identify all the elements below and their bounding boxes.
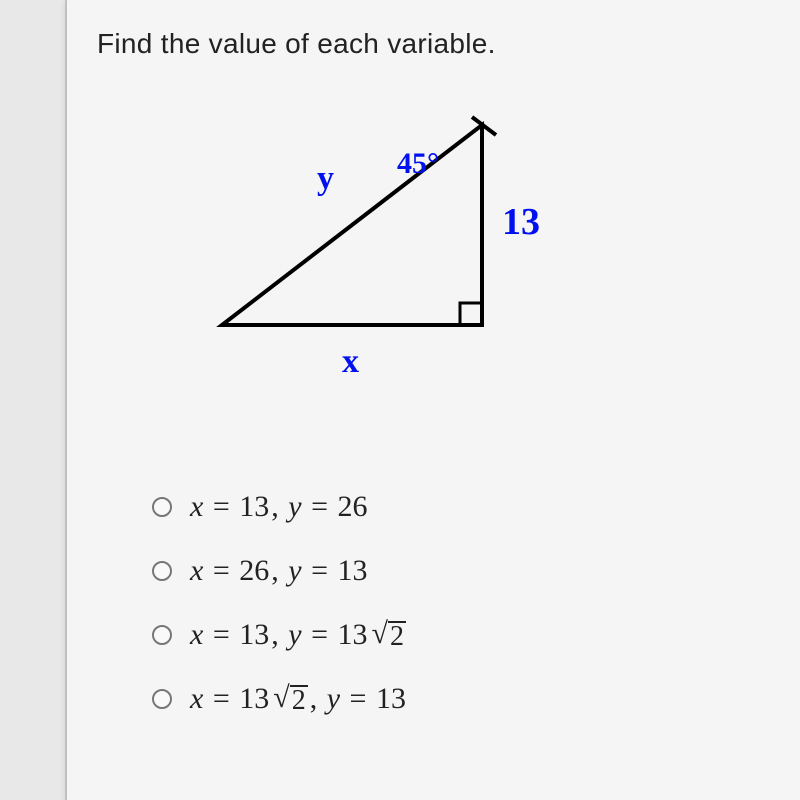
answer-options: x = 13, y = 26 x = 26, y = 13 x = 13, y … (152, 490, 406, 716)
option-3-text: x = 13, y = 13√2 (190, 618, 406, 652)
right-angle-marker (460, 303, 482, 325)
radio-3[interactable] (152, 625, 172, 645)
radio-2[interactable] (152, 561, 172, 581)
option-2[interactable]: x = 26, y = 13 (152, 554, 406, 588)
base-x-label: x (342, 343, 359, 381)
prompt-text: Find the value of each variable. (97, 28, 496, 60)
triangle-shape (222, 125, 482, 325)
triangle-svg (202, 105, 582, 385)
angle-45-label: 45° (397, 147, 439, 181)
option-1[interactable]: x = 13, y = 26 (152, 490, 406, 524)
side-13-label: 13 (502, 200, 540, 244)
page-container: Find the value of each variable. y 45° 1… (65, 0, 800, 800)
radio-4[interactable] (152, 689, 172, 709)
triangle-figure: y 45° 13 x (202, 105, 582, 385)
radio-1[interactable] (152, 497, 172, 517)
hypotenuse-y-label: y (317, 160, 334, 198)
option-3[interactable]: x = 13, y = 13√2 (152, 618, 406, 652)
option-4[interactable]: x = 13√2, y = 13 (152, 682, 406, 716)
option-1-text: x = 13, y = 26 (190, 490, 368, 524)
option-2-text: x = 26, y = 13 (190, 554, 368, 588)
option-4-text: x = 13√2, y = 13 (190, 682, 406, 716)
